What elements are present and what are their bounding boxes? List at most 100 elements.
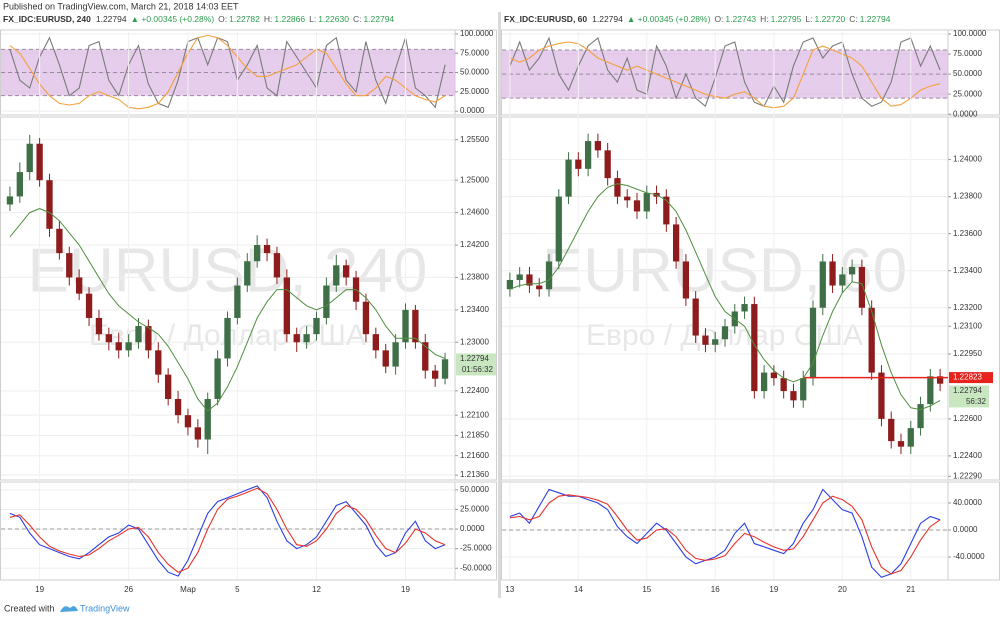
candle-body xyxy=(751,304,758,392)
candle-body xyxy=(829,261,836,286)
indicator-line xyxy=(9,487,446,573)
candle-body xyxy=(362,301,370,335)
candle-body xyxy=(95,317,103,335)
y-tick-label: 25.0000 xyxy=(953,89,982,98)
y-tick-label: 0.0000 xyxy=(460,106,485,115)
candle-body xyxy=(313,317,320,335)
candle-body xyxy=(263,245,271,254)
candle-body xyxy=(584,141,592,169)
y-tick-label: 1.23800 xyxy=(460,273,489,282)
y-tick-label: 1.24600 xyxy=(460,208,489,217)
indicator-line xyxy=(9,34,446,110)
y-tick-label: 1.22600 xyxy=(953,414,982,423)
candle-body xyxy=(155,350,162,375)
candle-body xyxy=(633,200,641,212)
candle-body xyxy=(234,285,241,318)
x-tick-label: 14 xyxy=(574,585,583,594)
candle-body xyxy=(663,196,670,225)
candle-body xyxy=(184,415,192,428)
legend-key: L: xyxy=(805,14,812,24)
indicator-line xyxy=(509,41,941,109)
y-tick-label: 0.0000 xyxy=(460,524,485,533)
candle-body xyxy=(594,141,602,151)
legend-value: 1.22794 xyxy=(363,14,394,24)
y-tick-label: 1.25500 xyxy=(460,135,489,144)
candle-body xyxy=(145,326,152,351)
logo-cloud xyxy=(60,606,78,612)
candle-body xyxy=(545,261,553,290)
candle-body xyxy=(135,326,142,343)
candle-body xyxy=(66,253,73,278)
bar-countdown: 56:32 xyxy=(966,397,987,406)
candle-body xyxy=(672,224,680,262)
x-tick-label: 19 xyxy=(401,585,410,594)
y-tick-label: 25.0000 xyxy=(460,87,489,96)
last-price-box xyxy=(456,353,496,376)
legend-value: 1.22720 xyxy=(814,14,845,24)
legend-key: C: xyxy=(353,14,362,24)
candle-body xyxy=(382,350,389,367)
candle-body xyxy=(907,428,914,447)
published-note: Published on TradingView.com, March 21, … xyxy=(3,1,239,11)
candle-body xyxy=(526,274,533,286)
y-tick-label: 50.0000 xyxy=(953,69,982,78)
candle-body xyxy=(273,253,281,278)
candle-body xyxy=(115,342,122,351)
candle-body xyxy=(204,398,211,440)
legend-key: H: xyxy=(760,14,769,24)
candle-body xyxy=(392,342,399,367)
y-tick-label: 1.23400 xyxy=(953,266,982,275)
candle-body xyxy=(244,261,251,286)
candle-body xyxy=(26,143,33,173)
candle-body xyxy=(741,304,748,312)
indicator-line xyxy=(509,494,941,575)
y-tick-label: 75.0000 xyxy=(460,48,489,57)
y-tick-label: 1.21360 xyxy=(460,470,489,479)
y-tick-label: 0.0000 xyxy=(953,525,978,534)
x-tick-label: 19 xyxy=(35,585,44,594)
candle-body xyxy=(936,376,944,384)
y-tick-label: 1.23800 xyxy=(953,192,982,201)
candle-body xyxy=(702,335,709,345)
brand-logo xyxy=(60,606,78,612)
x-tick-label: 5 xyxy=(235,585,240,594)
candle-body xyxy=(848,267,856,275)
price-line-label: 1.22823 xyxy=(953,373,982,382)
candle-body xyxy=(16,172,23,197)
y-tick-label: 1.25000 xyxy=(460,175,489,184)
legend: FX_IDC:EURUSD, 240 1.22794 ▲ +0.00345 (+0.… xyxy=(3,14,394,24)
candle-body xyxy=(760,372,768,392)
candle-body xyxy=(516,274,523,280)
y-tick-label: 1.24000 xyxy=(953,155,982,164)
moving-average xyxy=(9,208,446,412)
candle-body xyxy=(56,228,63,254)
candle-body xyxy=(780,378,787,392)
candle-body xyxy=(303,334,310,343)
candle-body xyxy=(323,285,330,318)
candle-body xyxy=(105,334,112,343)
candle-body xyxy=(721,326,729,340)
legend-price: 1.22794 xyxy=(592,14,623,24)
indicator-line xyxy=(509,488,941,578)
candle-body xyxy=(372,334,379,351)
candle-body xyxy=(800,378,807,401)
legend-value: 1.22630 xyxy=(318,14,349,24)
y-tick-label: 1.23600 xyxy=(953,229,982,238)
legend-symbol: FX_IDC:EURUSD, 240 xyxy=(3,14,91,24)
candle-body xyxy=(604,150,611,179)
candle-body xyxy=(927,376,934,405)
y-tick-label: 25.0000 xyxy=(460,505,489,514)
candle-body xyxy=(692,298,699,336)
candle-body xyxy=(283,277,290,335)
x-tick-label: Мар xyxy=(180,585,196,594)
candle-body xyxy=(770,372,778,379)
legend-key: C: xyxy=(849,14,858,24)
legend-key: L: xyxy=(309,14,316,24)
y-tick-label: 1.23200 xyxy=(953,303,982,312)
candle-body xyxy=(293,334,300,343)
brand-name[interactable]: TradingView xyxy=(80,603,130,613)
x-tick-label: 21 xyxy=(906,585,915,594)
candle-body xyxy=(565,159,572,197)
y-tick-label: 1.22290 xyxy=(953,471,982,480)
